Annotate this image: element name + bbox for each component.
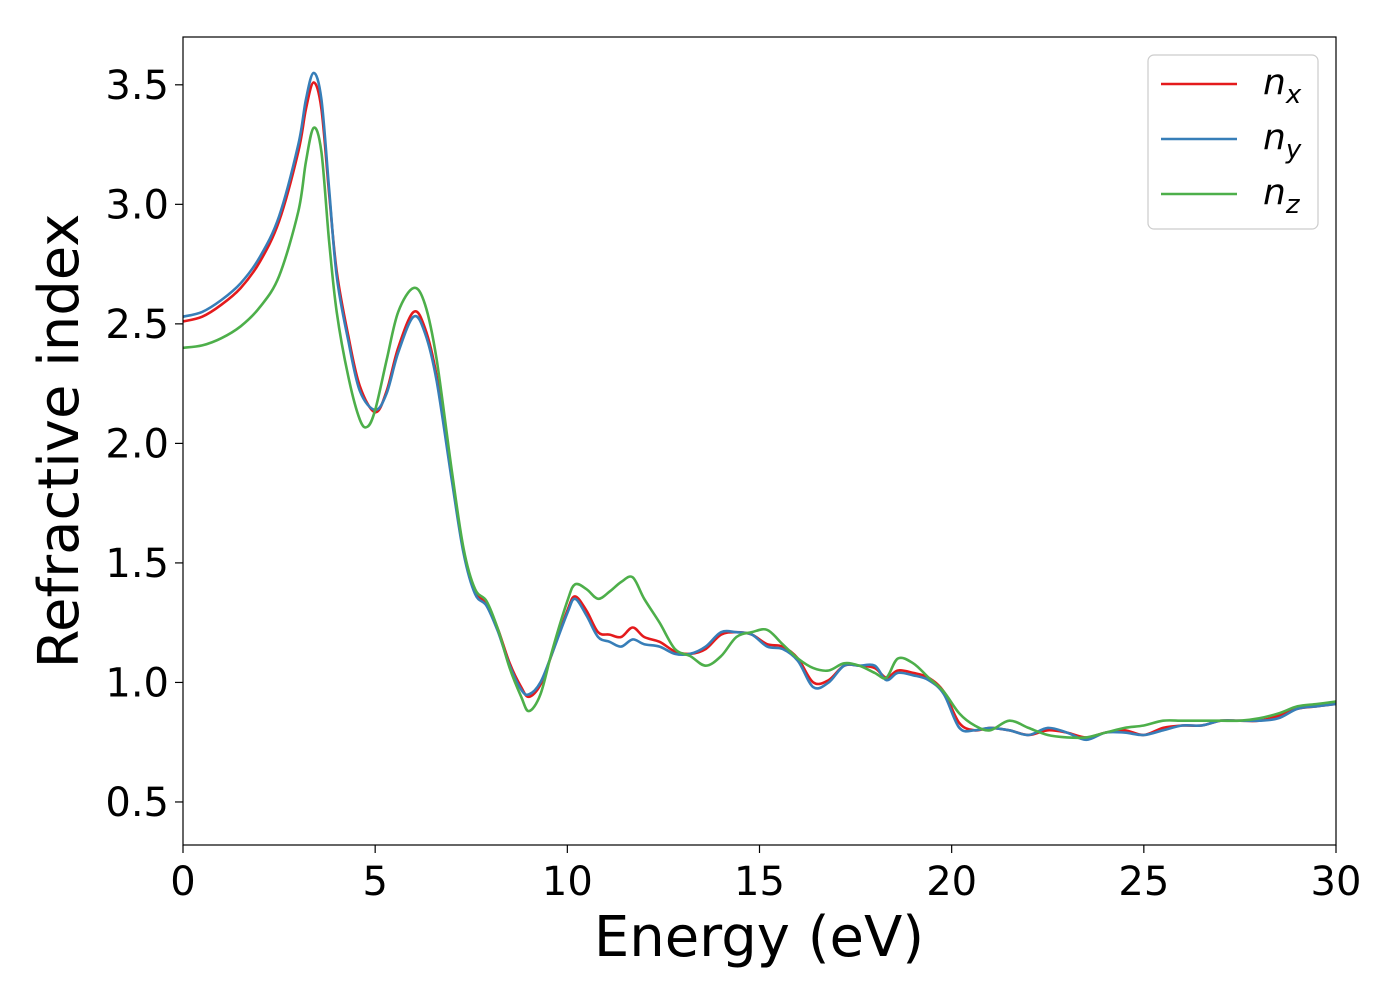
legend-label-y: ny bbox=[1263, 117, 1302, 165]
series-line-z bbox=[183, 126, 1336, 740]
plot-area bbox=[183, 37, 1336, 845]
x-tick-label: 5 bbox=[362, 859, 387, 905]
y-tick-label: 3.0 bbox=[105, 182, 169, 228]
legend: nx ny nz bbox=[1147, 54, 1319, 230]
x-tick-label: 0 bbox=[170, 859, 195, 905]
legend-label-z: nz bbox=[1263, 172, 1301, 220]
legend-box bbox=[1147, 54, 1319, 230]
y-tick-label: 2.0 bbox=[105, 421, 169, 467]
y-tick-label: 1.0 bbox=[105, 660, 169, 706]
x-tick-label: 20 bbox=[926, 859, 977, 905]
y-tick-label: 3.5 bbox=[105, 63, 169, 109]
y-tick-label: 1.5 bbox=[105, 541, 169, 587]
x-tick-label: 30 bbox=[1311, 859, 1362, 905]
x-tick-label: 25 bbox=[1118, 859, 1169, 905]
y-tick-label: 0.5 bbox=[105, 780, 169, 826]
x-tick-label: 15 bbox=[734, 859, 785, 905]
y-axis-label: Refractive index bbox=[27, 214, 92, 669]
x-axis-label: Energy (eV) bbox=[594, 905, 924, 970]
series-line-y bbox=[183, 71, 1336, 742]
legend-label-x: nx bbox=[1263, 62, 1302, 110]
x-tick-label: 10 bbox=[542, 859, 593, 905]
y-tick-label: 2.5 bbox=[105, 302, 169, 348]
